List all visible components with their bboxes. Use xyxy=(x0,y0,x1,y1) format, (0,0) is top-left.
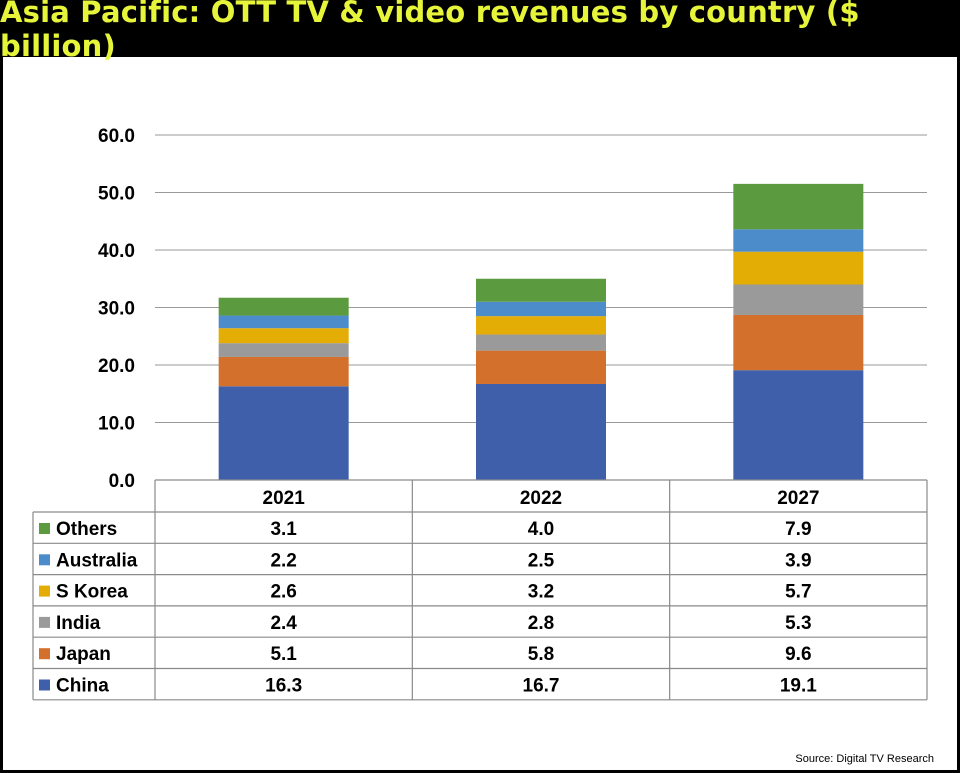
source-note: Source: Digital TV Research xyxy=(795,753,934,765)
bar-segment-india xyxy=(476,334,606,351)
legend-label: Australia xyxy=(56,550,138,571)
table-value: 16.3 xyxy=(265,676,302,697)
y-tick-label: 0.0 xyxy=(109,471,135,492)
chart-title: Asia Pacific: OTT TV & video revenues by… xyxy=(0,0,860,63)
bar-segment-others xyxy=(218,297,349,316)
x-category-label: 2027 xyxy=(777,488,819,509)
y-tick-label: 10.0 xyxy=(98,414,135,435)
legend-swatch-s-korea xyxy=(39,585,50,597)
table-value: 3.1 xyxy=(270,519,297,540)
legend-swatch-india xyxy=(39,616,50,628)
table-value: 9.6 xyxy=(785,644,811,665)
bar-segment-japan xyxy=(476,350,606,384)
table-value: 5.3 xyxy=(785,613,811,634)
legend-label: India xyxy=(56,613,101,634)
bar-segment-japan xyxy=(218,356,349,387)
table-value: 2.5 xyxy=(528,550,555,571)
bar-segment-s-korea xyxy=(733,251,864,285)
table-value: 2.8 xyxy=(528,613,554,634)
table-value: 19.1 xyxy=(780,676,817,697)
y-tick-label: 40.0 xyxy=(98,241,135,262)
bar-segment-australia xyxy=(476,301,606,317)
title-bar: Asia Pacific: OTT TV & video revenues by… xyxy=(0,0,960,63)
table-value: 2.4 xyxy=(270,613,297,634)
table-value: 5.8 xyxy=(528,644,554,665)
table-value: 4.0 xyxy=(528,519,554,540)
legend-label: China xyxy=(56,676,109,697)
bar-segment-india xyxy=(218,343,349,357)
y-tick-label: 60.0 xyxy=(98,126,135,147)
x-category-label: 2021 xyxy=(263,488,306,509)
legend-label: Japan xyxy=(56,644,111,665)
bar-segment-china xyxy=(476,383,606,480)
legend-swatch-others xyxy=(39,523,50,534)
bar-segment-china xyxy=(218,386,349,480)
bar-segment-india xyxy=(733,284,864,315)
table-value: 16.7 xyxy=(523,676,560,697)
bar-segment-australia xyxy=(218,315,349,329)
legend-swatch-china xyxy=(39,679,50,691)
x-category-label: 2022 xyxy=(520,488,562,509)
table-value: 5.7 xyxy=(785,582,811,603)
bar-segment-japan xyxy=(733,314,864,371)
y-tick-label: 20.0 xyxy=(98,356,135,377)
legend-swatch-japan xyxy=(39,648,50,660)
bar-segment-others xyxy=(733,183,864,230)
y-tick-label: 50.0 xyxy=(98,184,135,205)
legend-label: S Korea xyxy=(56,582,128,603)
legend-label: Others xyxy=(56,519,117,540)
table-value: 3.9 xyxy=(785,550,811,571)
table-value: 2.2 xyxy=(270,550,296,571)
bar-segment-china xyxy=(733,370,864,480)
table-value: 5.1 xyxy=(270,644,297,665)
bar-segment-s-korea xyxy=(218,328,349,344)
bar-segment-australia xyxy=(733,229,864,252)
table-value: 7.9 xyxy=(785,519,811,540)
bar-segment-s-korea xyxy=(476,316,606,335)
y-tick-label: 30.0 xyxy=(98,299,135,320)
bar-segment-others xyxy=(476,278,606,302)
legend-swatch-australia xyxy=(39,554,50,566)
table-value: 3.2 xyxy=(528,582,554,603)
table-value: 2.6 xyxy=(270,582,296,603)
